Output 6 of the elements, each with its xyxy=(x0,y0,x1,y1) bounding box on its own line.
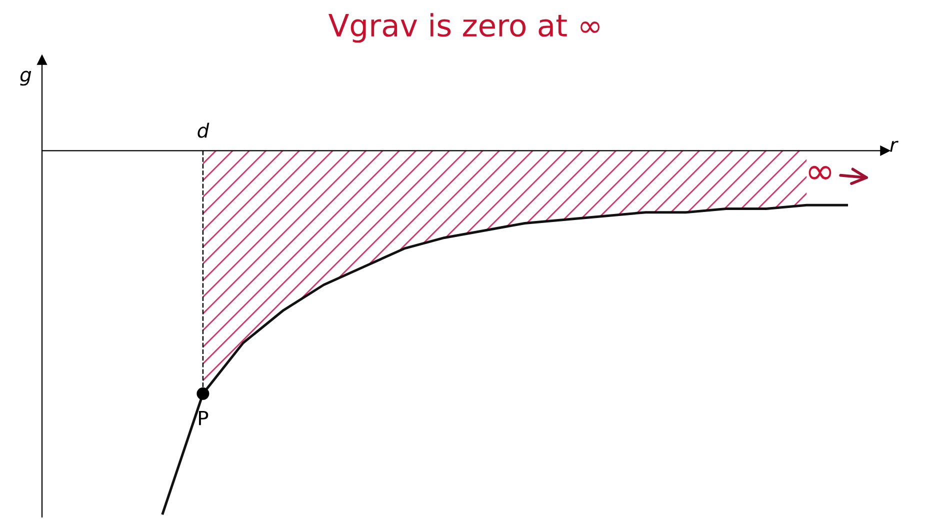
x-axis-title: r xyxy=(890,140,898,152)
annotation: P xyxy=(199,410,208,426)
chart-title: Vgrav is zero at ∞ xyxy=(328,13,600,43)
annotation: ∞ xyxy=(808,166,832,180)
text: d xyxy=(198,122,210,138)
text: g xyxy=(20,70,32,86)
